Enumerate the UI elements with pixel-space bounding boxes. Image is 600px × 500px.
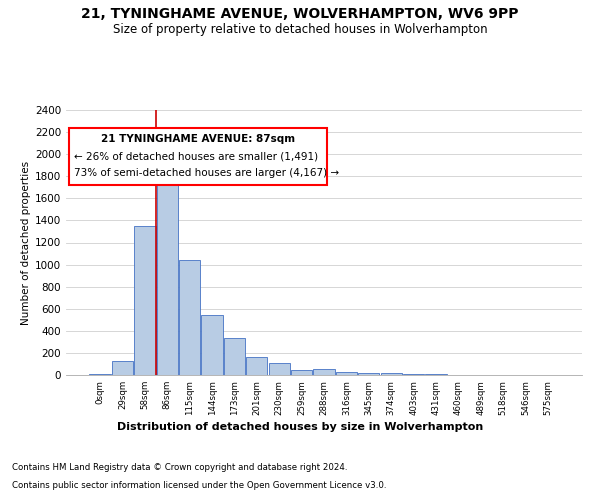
Bar [202, 316, 223, 375]
Text: Distribution of detached houses by size in Wolverhampton: Distribution of detached houses by size … [117, 422, 483, 432]
Bar [403, 374, 424, 375]
Bar [246, 357, 268, 375]
Bar [358, 373, 379, 375]
Bar [269, 364, 290, 375]
Text: 21 TYNINGHAME AVENUE: 87sqm: 21 TYNINGHAME AVENUE: 87sqm [101, 134, 295, 143]
Text: ← 26% of detached houses are smaller (1,491): ← 26% of detached houses are smaller (1,… [74, 152, 318, 162]
Bar [112, 360, 133, 375]
Bar [89, 374, 111, 375]
Text: 21, TYNINGHAME AVENUE, WOLVERHAMPTON, WV6 9PP: 21, TYNINGHAME AVENUE, WOLVERHAMPTON, WV… [81, 8, 519, 22]
Bar [291, 370, 312, 375]
Bar [157, 165, 178, 375]
Bar [380, 374, 402, 375]
Bar [224, 338, 245, 375]
Bar [313, 369, 335, 375]
Text: Contains public sector information licensed under the Open Government Licence v3: Contains public sector information licen… [12, 481, 386, 490]
Y-axis label: Number of detached properties: Number of detached properties [21, 160, 31, 324]
Bar [179, 260, 200, 375]
Bar [425, 374, 446, 375]
Bar [336, 372, 357, 375]
Text: Size of property relative to detached houses in Wolverhampton: Size of property relative to detached ho… [113, 22, 487, 36]
Text: 73% of semi-detached houses are larger (4,167) →: 73% of semi-detached houses are larger (… [74, 168, 339, 177]
Bar [134, 226, 155, 375]
Text: Contains HM Land Registry data © Crown copyright and database right 2024.: Contains HM Land Registry data © Crown c… [12, 464, 347, 472]
